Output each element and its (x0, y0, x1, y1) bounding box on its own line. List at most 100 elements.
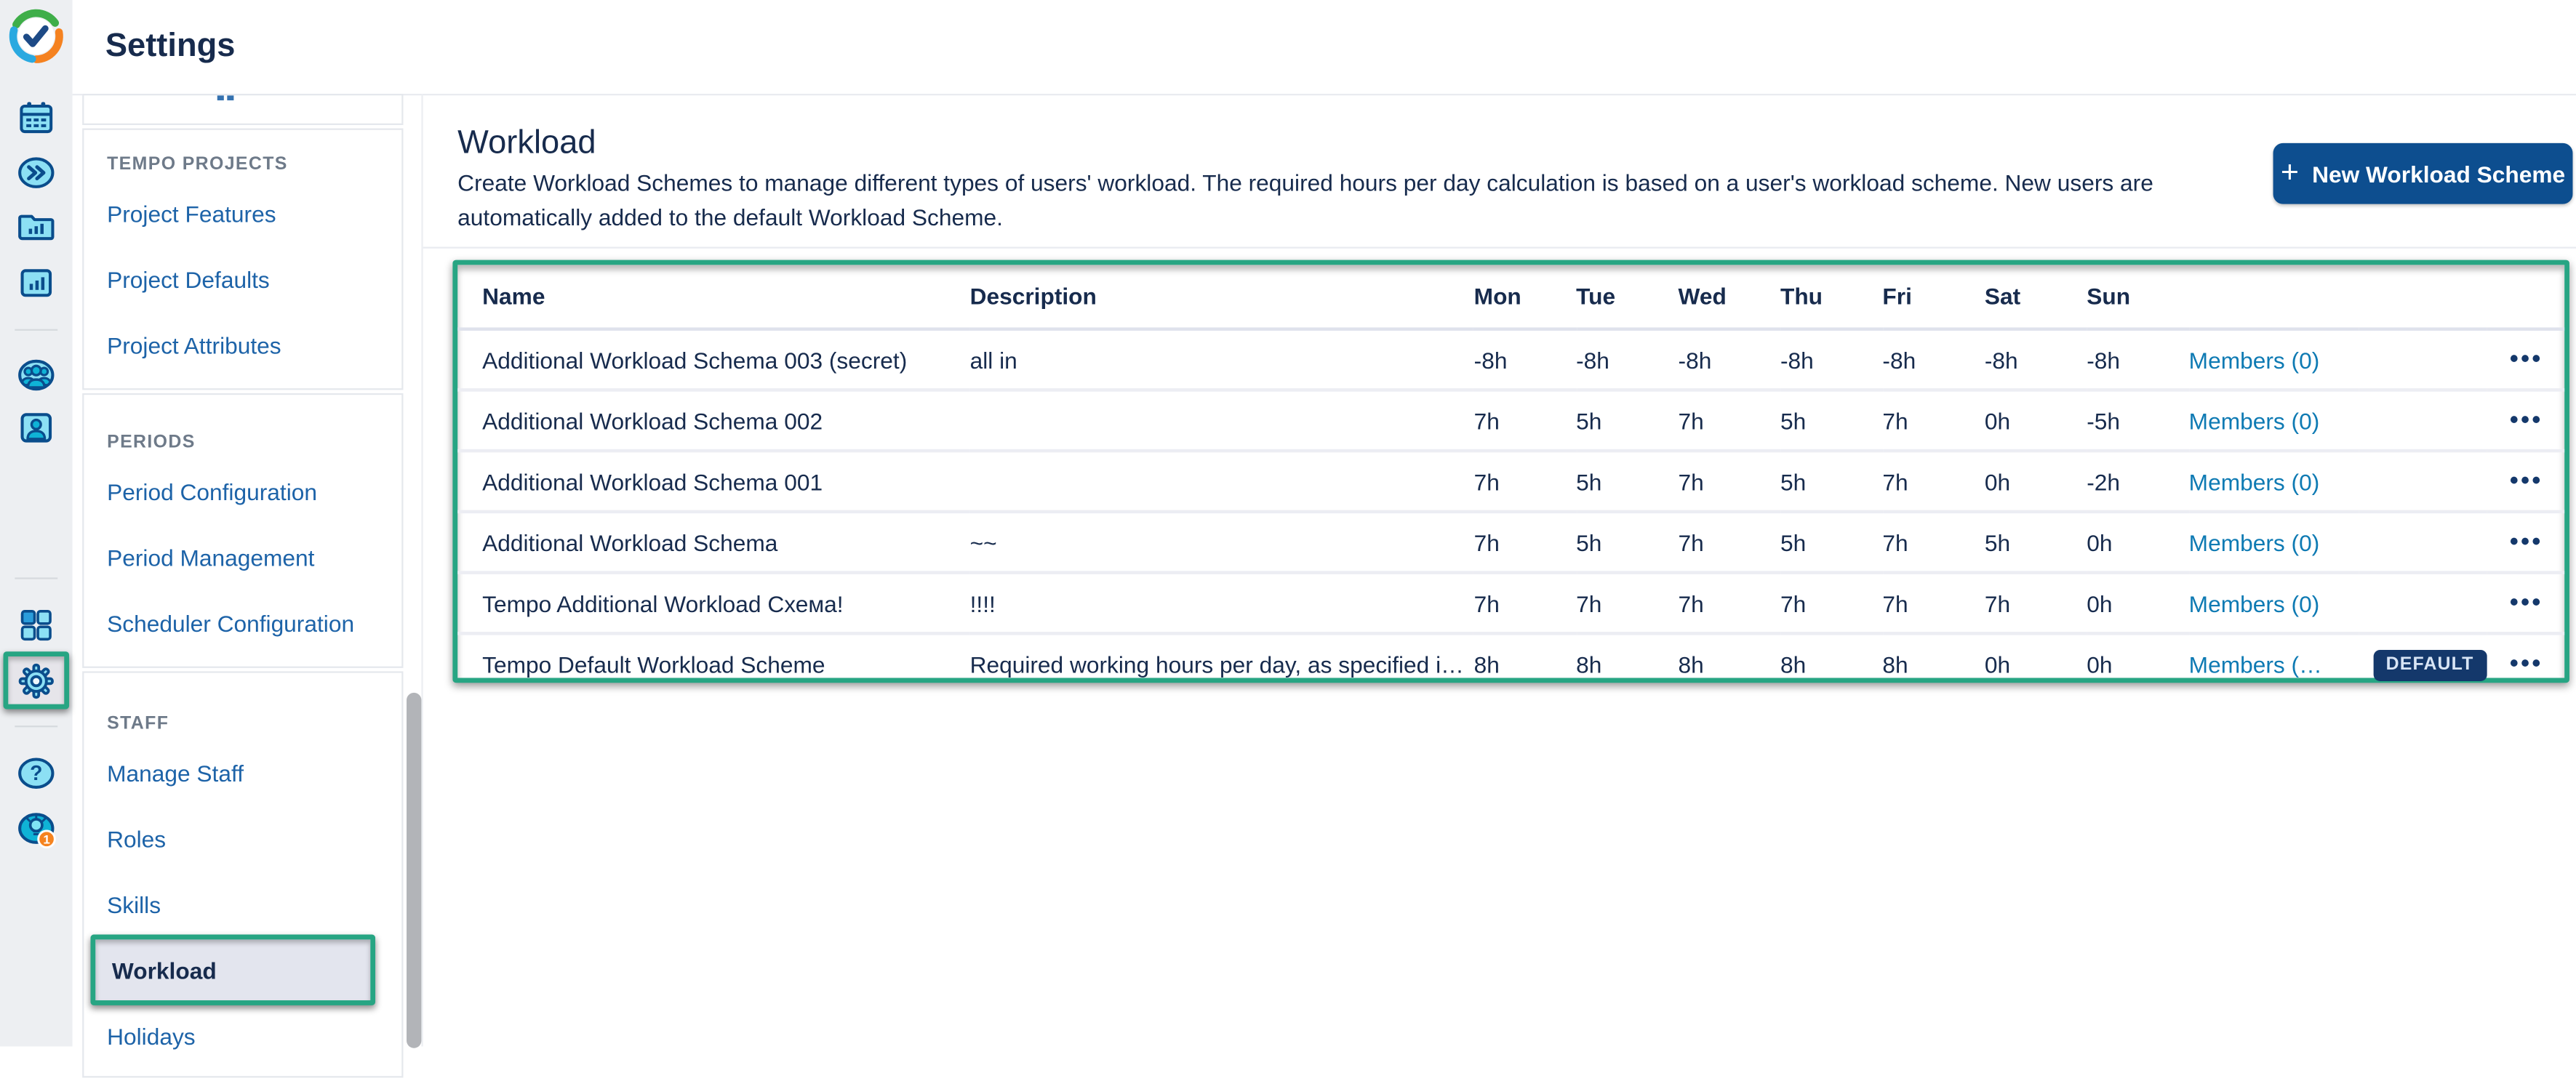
members-link[interactable]: Members (0) (2188, 467, 2320, 495)
hours-thu: 8h (1780, 632, 1883, 693)
hours-fri: 7h (1882, 388, 1985, 451)
column-header-wed: Wed (1678, 265, 1780, 331)
hours-sat: -8h (1984, 346, 2018, 373)
hours-tue: 5h (1576, 449, 1679, 512)
sidebar-item-manage-staff[interactable]: Manage Staff (107, 760, 244, 787)
annotation-highlight-table: Name Description Mon Tue Wed Thu Fri Sat… (452, 260, 2569, 693)
table-row: Tempo Default Workload Scheme Required w… (457, 632, 2565, 693)
reports-chart-icon[interactable] (17, 263, 56, 302)
tempo-logo-icon[interactable] (8, 8, 64, 64)
hours-sun: -5h (2087, 388, 2189, 451)
hours-mon: 7h (1473, 388, 1577, 451)
hours-thu: 7h (1780, 571, 1883, 634)
apps-grid-icon[interactable] (17, 606, 56, 645)
hours-fri: 8h (1882, 632, 1985, 693)
nav-card-tempo-projects: TEMPO PROJECTS Project Features Project … (82, 128, 404, 390)
settings-sidebar: TEMPO PROJECTS Project Features Project … (82, 94, 404, 1081)
sidebar-item-period-configuration[interactable]: Period Configuration (107, 478, 317, 505)
badge-cell (2359, 329, 2487, 390)
row-actions-ellipsis-icon[interactable]: ••• (2509, 589, 2543, 617)
svg-text:?: ? (30, 761, 42, 784)
scheme-name: Additional Workload Schema 003 (secret) (482, 346, 908, 373)
scheme-description: ~~ (969, 510, 1474, 573)
members-link[interactable]: Members (0) (2188, 590, 2320, 616)
scheme-description: !!!! (969, 571, 1474, 634)
scheme-name: Additional Workload Schema 002 (457, 388, 970, 451)
row-actions-ellipsis-icon[interactable]: ••• (2509, 406, 2543, 435)
rail-divider (15, 577, 58, 579)
rail-divider (15, 726, 58, 728)
row-actions-ellipsis-icon[interactable]: ••• (2509, 528, 2543, 556)
hours-sun: -8h (2087, 346, 2121, 373)
rail-divider (15, 329, 58, 331)
icon-rail: ? 1 (0, 0, 73, 1048)
hours-sat: 7h (1984, 571, 2087, 634)
hours-fri: 7h (1882, 449, 1985, 512)
hours-mon: 8h (1473, 632, 1577, 693)
badge-cell (2358, 449, 2487, 512)
hours-sat: 0h (1984, 449, 2087, 512)
members-link[interactable]: Members (0) (2188, 407, 2320, 434)
annotation-highlight-workload: Workload (90, 934, 376, 1005)
row-actions-ellipsis-icon[interactable]: ••• (2509, 649, 2543, 678)
hours-sat: 5h (1984, 510, 2087, 573)
sidebar-item-project-attributes[interactable]: Project Attributes (107, 332, 281, 359)
hours-mon: 7h (1473, 571, 1577, 634)
help-icon[interactable]: ? (17, 754, 56, 793)
calendar-icon[interactable] (17, 99, 56, 138)
scheme-name: Tempo Additional Workload Схема! (457, 571, 970, 634)
column-header-thu: Thu (1780, 265, 1883, 331)
hours-fri: 7h (1882, 510, 1985, 573)
hours-thu: 5h (1780, 388, 1883, 451)
sidebar-item-period-management[interactable]: Period Management (107, 544, 315, 571)
hours-sun: -2h (2087, 449, 2189, 512)
scheme-description: Required working hours per day, as speci… (969, 632, 1474, 693)
ideas-lightbulb-icon[interactable]: 1 (17, 810, 56, 849)
badge-cell (2358, 388, 2487, 451)
table-row: Tempo Additional Workload Схема! !!!! 7h… (457, 571, 2565, 634)
column-header-actions (2487, 265, 2565, 331)
sidebar-item-project-defaults[interactable]: Project Defaults (107, 266, 270, 293)
settings-gear-icon[interactable] (17, 661, 56, 700)
hours-sat: 0h (1984, 632, 2087, 693)
sidebar-item-workload[interactable]: Workload (84, 934, 401, 1005)
sidebar-item-roles[interactable]: Roles (107, 826, 167, 853)
hours-wed: 7h (1678, 571, 1780, 634)
sidebar-item-skills[interactable]: Skills (107, 891, 161, 918)
hours-sat: 0h (1984, 388, 2087, 451)
section-header-periods: PERIODS (107, 433, 196, 453)
column-header-mon: Mon (1473, 265, 1577, 331)
sidebar-item-scheduler-configuration[interactable]: Scheduler Configuration (107, 610, 355, 637)
hours-thu: -8h (1780, 346, 1814, 373)
header-section-divider (423, 246, 2576, 249)
hours-tue: 8h (1576, 632, 1679, 693)
project-reports-folder-icon[interactable] (17, 207, 56, 246)
profile-card-icon[interactable] (17, 408, 56, 447)
badge-cell (2358, 510, 2487, 573)
planner-chevrons-icon[interactable] (17, 153, 56, 192)
new-workload-scheme-button-label: New Workload Scheme (2312, 160, 2566, 187)
members-link[interactable]: Members (… (2188, 651, 2322, 678)
teams-icon[interactable] (17, 355, 56, 395)
column-header-name: Name (457, 265, 970, 331)
column-header-tue: Tue (1576, 265, 1679, 331)
hours-tue: 5h (1576, 510, 1679, 573)
row-actions-ellipsis-icon[interactable]: ••• (2509, 345, 2543, 374)
members-link[interactable]: Members (0) (2188, 529, 2320, 555)
members-link[interactable]: Members (0) (2188, 346, 2320, 373)
sidebar-item-project-features[interactable]: Project Features (107, 201, 276, 228)
sidebar-item-holidays[interactable]: Holidays (107, 1023, 196, 1050)
row-actions-ellipsis-icon[interactable]: ••• (2509, 467, 2543, 496)
hours-sun: 0h (2087, 632, 2189, 693)
column-header-description: Description (969, 265, 1474, 331)
hours-thu: 5h (1780, 510, 1883, 573)
hours-wed: 8h (1678, 632, 1780, 693)
scheme-name: Additional Workload Schema (457, 510, 970, 573)
section-header-tempo-projects: TEMPO PROJECTS (107, 154, 288, 174)
nav-card-periods: PERIODS Period Configuration Period Mana… (82, 393, 404, 668)
scheme-name: Additional Workload Schema 001 (457, 449, 970, 512)
new-workload-scheme-button[interactable]: + New Workload Scheme (2273, 142, 2573, 204)
hours-fri: -8h (1882, 346, 1916, 373)
sidebar-scrollbar[interactable] (407, 692, 422, 1048)
hours-wed: -8h (1678, 346, 1712, 373)
